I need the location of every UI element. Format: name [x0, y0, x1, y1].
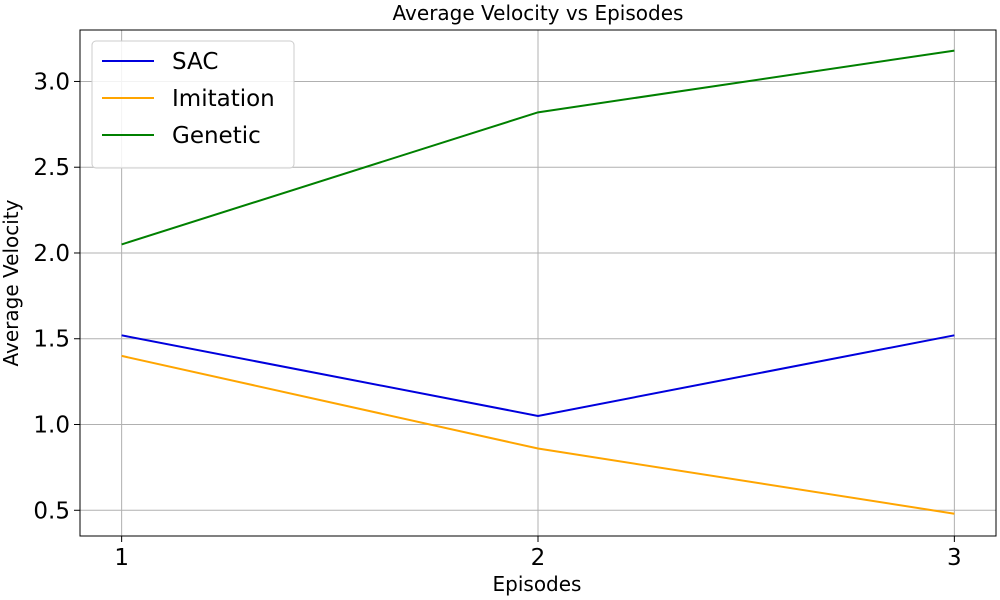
- x-axis-label: Episodes: [493, 572, 582, 596]
- grid-lines: [80, 30, 996, 536]
- y-tick-label: 3.0: [33, 69, 70, 95]
- y-axis-label: Average Velocity: [0, 199, 23, 366]
- x-tick-label: 1: [114, 545, 129, 571]
- series-line-imitation: [121, 354, 955, 515]
- y-tick-label: 0.5: [33, 498, 70, 524]
- x-tick-label: 2: [531, 545, 546, 571]
- y-tick-label: 2.0: [33, 241, 70, 267]
- chart-title: Average Velocity vs Episodes: [393, 1, 684, 25]
- y-tick-label: 1.5: [33, 327, 70, 353]
- axis-ticks: 1 2 3 0.5 1.0 1.5 2.0 2.5 3.0: [33, 69, 961, 571]
- y-tick-label: 2.5: [33, 155, 70, 181]
- legend-label: Genetic: [172, 123, 261, 149]
- legend: SAC Imitation Genetic: [91, 40, 295, 169]
- legend-label: Imitation: [172, 86, 275, 112]
- series-line-genetic: [121, 49, 955, 246]
- series-line-sac: [121, 334, 955, 417]
- series-lines: [121, 49, 955, 515]
- y-tick-label: 1.0: [33, 413, 70, 439]
- legend-label: SAC: [172, 49, 218, 75]
- legend-box: [91, 40, 295, 169]
- x-tick-label: 3: [947, 545, 962, 571]
